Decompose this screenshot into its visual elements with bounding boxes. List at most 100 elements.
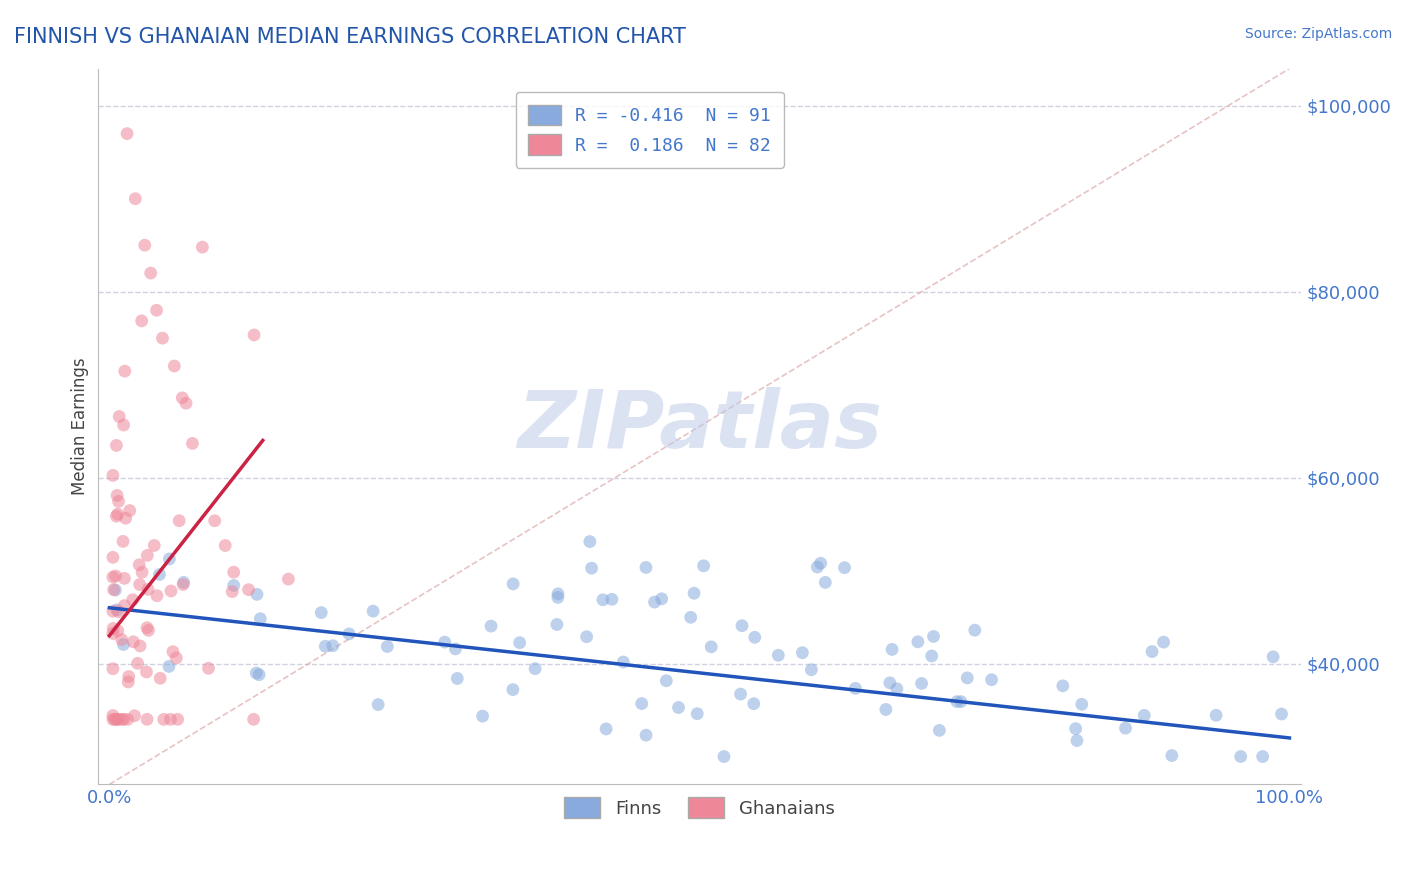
Point xyxy=(111,534,134,549)
Text: Source: ZipAtlas.com: Source: ZipAtlas.com xyxy=(1244,27,1392,41)
Point xyxy=(122,635,145,649)
Point xyxy=(101,708,124,723)
Point xyxy=(502,682,524,697)
Point xyxy=(104,569,127,583)
Point xyxy=(104,712,127,726)
Point xyxy=(243,328,266,343)
Point xyxy=(875,702,897,716)
Point xyxy=(222,578,245,592)
Point xyxy=(166,712,188,726)
Point xyxy=(197,661,219,675)
Point xyxy=(668,700,690,714)
Point xyxy=(1115,721,1137,735)
Point xyxy=(101,604,124,618)
Point xyxy=(921,648,943,663)
Point xyxy=(136,582,159,597)
Point xyxy=(135,665,157,679)
Point xyxy=(547,591,569,605)
Point xyxy=(980,673,1002,687)
Point xyxy=(886,681,908,696)
Point xyxy=(242,712,264,726)
Point xyxy=(107,605,129,619)
Point xyxy=(956,671,979,685)
Point xyxy=(121,592,143,607)
Point xyxy=(634,560,657,574)
Point xyxy=(103,622,125,636)
Point xyxy=(247,667,270,681)
Point xyxy=(111,632,134,647)
Point xyxy=(136,549,159,563)
Point xyxy=(105,603,128,617)
Text: ZIPatlas: ZIPatlas xyxy=(517,387,882,466)
Point xyxy=(134,238,156,252)
Point xyxy=(105,488,128,502)
Point xyxy=(679,610,702,624)
Point xyxy=(112,712,135,726)
Point xyxy=(127,657,149,671)
Point xyxy=(879,676,901,690)
Point xyxy=(173,575,195,590)
Point xyxy=(683,586,706,600)
Point xyxy=(101,712,124,726)
Point xyxy=(1066,733,1088,747)
Point xyxy=(160,584,183,599)
Point xyxy=(731,618,754,632)
Point xyxy=(101,626,124,640)
Point xyxy=(118,669,141,683)
Point xyxy=(612,655,634,669)
Point xyxy=(159,712,181,726)
Point xyxy=(644,595,666,609)
Point xyxy=(1070,698,1092,712)
Point xyxy=(692,558,714,573)
Point xyxy=(104,582,127,597)
Point xyxy=(922,629,945,643)
Point xyxy=(963,623,986,637)
Point xyxy=(101,570,124,584)
Point xyxy=(600,592,623,607)
Point xyxy=(314,640,336,654)
Point xyxy=(222,565,245,579)
Point xyxy=(471,709,494,723)
Point xyxy=(145,303,167,318)
Point xyxy=(928,723,950,738)
Point xyxy=(479,619,502,633)
Point xyxy=(157,552,180,566)
Point xyxy=(181,436,204,450)
Point xyxy=(546,617,568,632)
Point xyxy=(148,567,170,582)
Point xyxy=(949,695,972,709)
Point xyxy=(806,560,828,574)
Point xyxy=(117,675,139,690)
Point xyxy=(337,627,360,641)
Point xyxy=(112,599,135,613)
Point xyxy=(107,712,129,726)
Point xyxy=(579,534,602,549)
Point xyxy=(444,641,467,656)
Point xyxy=(249,612,271,626)
Point xyxy=(245,665,267,680)
Point xyxy=(105,509,128,524)
Point xyxy=(149,671,172,685)
Point xyxy=(112,638,135,652)
Point xyxy=(433,635,456,649)
Point xyxy=(167,514,190,528)
Point xyxy=(101,662,124,676)
Point xyxy=(1205,708,1227,723)
Point xyxy=(136,621,159,635)
Point xyxy=(700,640,723,654)
Point xyxy=(172,577,194,591)
Point xyxy=(191,240,214,254)
Point xyxy=(907,635,929,649)
Point xyxy=(103,582,125,597)
Point xyxy=(713,749,735,764)
Point xyxy=(143,539,166,553)
Point xyxy=(946,695,969,709)
Point xyxy=(1140,644,1163,658)
Point xyxy=(575,630,598,644)
Point xyxy=(172,391,194,405)
Point xyxy=(834,560,856,574)
Point xyxy=(502,577,524,591)
Point xyxy=(524,662,547,676)
Point xyxy=(162,645,184,659)
Point xyxy=(124,192,146,206)
